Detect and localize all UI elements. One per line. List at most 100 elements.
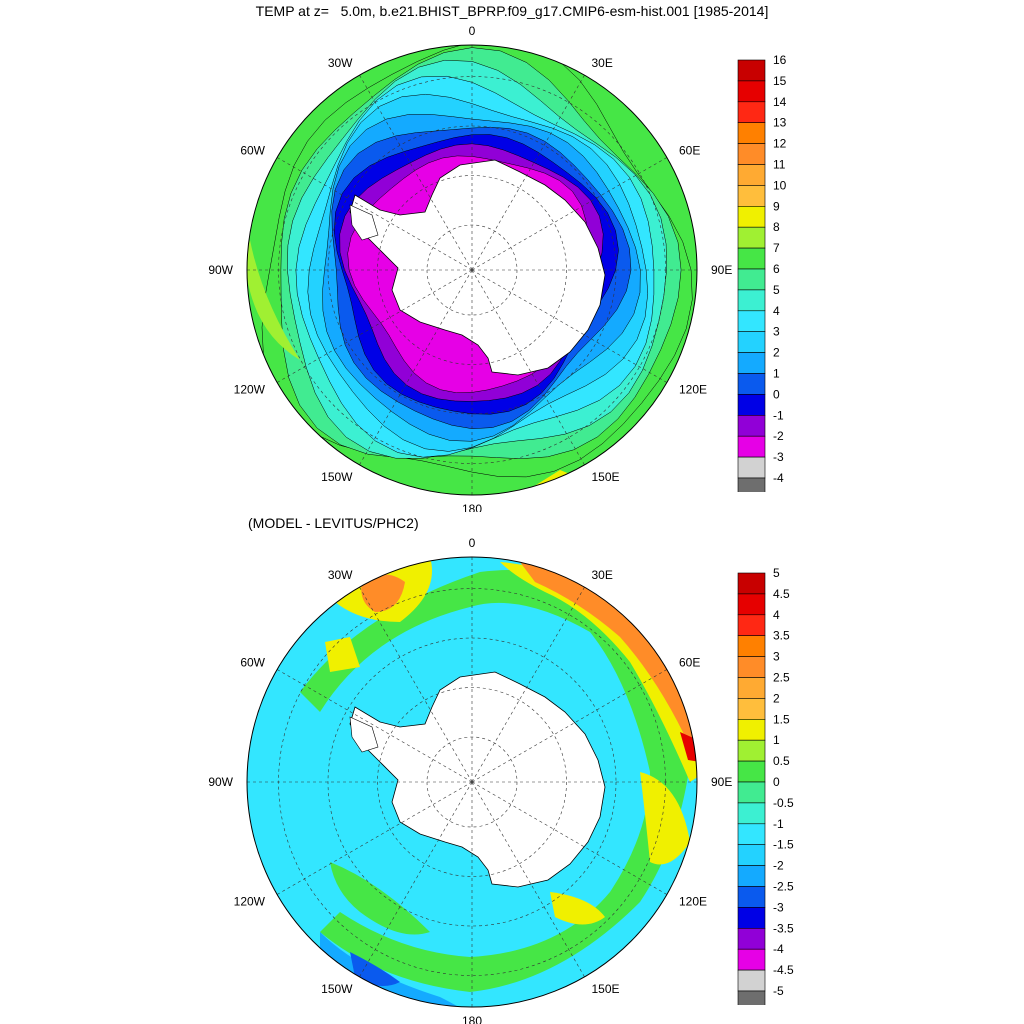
meridian-line: [276, 269, 473, 383]
longitude-label-60w: 60W: [240, 144, 265, 158]
top-graticule: [247, 45, 697, 495]
meridian-line: [276, 781, 473, 895]
colorbar-swatch: [737, 948, 766, 971]
longitude-label-30e: 30E: [592, 56, 613, 70]
colorbar-swatch: [737, 456, 766, 479]
colorbar-tick-label: 14: [773, 95, 787, 109]
colorbar-swatch: [737, 164, 766, 186]
colorbar-swatch: [737, 247, 766, 270]
colorbar-swatch: [737, 823, 766, 845]
colorbar-tick-label: -0.5: [773, 796, 794, 810]
colorbar-swatch: [737, 185, 766, 207]
colorbar-tick-label: -1: [773, 408, 784, 422]
bottom-warm-patch-west: [325, 637, 360, 672]
colorbar-tick-label: 2: [773, 691, 780, 705]
meridian-line: [471, 586, 585, 783]
colorbar-swatch: [737, 80, 766, 103]
colorbar-tick-label: -4: [773, 471, 784, 485]
colorbar-tick-label: 4: [773, 608, 780, 622]
longitude-label-150w: 150W: [321, 470, 353, 484]
longitude-label-60e: 60E: [679, 144, 700, 158]
colorbar-swatch: [737, 760, 766, 783]
colorbar-tick-label: 11: [773, 158, 786, 172]
colorbar-tick-label: -4.5: [773, 963, 794, 977]
latitude-circle: [377, 687, 567, 877]
colorbar-swatch: [737, 59, 766, 82]
colorbar-swatch: [737, 289, 766, 312]
bottom-map-border: [246, 556, 698, 1008]
meridian-line: [471, 781, 668, 895]
colorbar-swatch: [737, 844, 766, 866]
colorbar-swatch: [737, 268, 766, 291]
colorbar-tick-label: -2: [773, 859, 784, 873]
colorbar-tick-label: -1: [773, 817, 784, 831]
meridian-line: [276, 157, 473, 271]
latitude-circle: [377, 175, 567, 365]
longitude-label-90e: 90E: [711, 263, 732, 277]
colorbar-tick-label: 1: [773, 733, 780, 747]
top-warm-patch-west: [247, 240, 300, 360]
colorbar-swatch: [737, 373, 766, 395]
colorbar-tick-label: -5: [773, 984, 784, 998]
longitude-label-120e: 120E: [679, 895, 707, 909]
bottom-cold-core-southwest: [350, 952, 400, 986]
page-title: TEMP at z= 5.0m, b.e21.BHIST_BPRP.f09_g1…: [255, 3, 769, 19]
colorbar-swatch: [737, 886, 766, 908]
longitude-label-120w: 120W: [234, 383, 266, 397]
meridian-line: [359, 781, 473, 978]
colorbar-tick-label: 10: [773, 178, 787, 192]
colorbar-swatch: [737, 969, 766, 992]
colorbar-swatch: [737, 122, 766, 144]
longitude-label-30w: 30W: [328, 56, 353, 70]
colorbar-swatch: [737, 143, 766, 165]
colorbar-tick-label: 6: [773, 262, 780, 276]
colorbar-swatch: [737, 206, 766, 228]
colorbar-tick-label: 7: [773, 241, 780, 255]
colorbar-swatch: [737, 781, 766, 804]
colorbar-swatch: [737, 656, 766, 678]
colorbar-swatch: [737, 635, 766, 657]
top-longitude-labels: 0 30E 60E 90E 120E 150E 180 150W 120W 90W 60W 30W: [208, 24, 732, 512]
colorbar-swatch: [737, 719, 766, 741]
longitude-label-150e: 150E: [592, 470, 620, 484]
colorbar-tick-label: 13: [773, 116, 787, 130]
meridian-line: [471, 157, 668, 271]
colorbar-swatch: [737, 865, 766, 887]
longitude-label-180: 180: [462, 502, 482, 512]
colorbar-swatch: [737, 927, 766, 950]
longitude-label-60e: 60E: [679, 656, 700, 670]
colorbar-swatch: [737, 101, 766, 123]
meridian-line: [359, 74, 473, 271]
colorbar-tick-label: 2: [773, 346, 780, 360]
colorbar-tick-label: 0: [773, 775, 780, 789]
colorbar-swatch: [737, 907, 766, 929]
meridian-line: [359, 586, 473, 783]
meridian-line: [471, 669, 668, 783]
longitude-label-0: 0: [469, 536, 476, 550]
colorbar-swatch: [737, 739, 766, 762]
colorbar-swatch: [737, 435, 766, 458]
colorbar-swatch: [737, 414, 766, 437]
longitude-label-90w: 90W: [208, 263, 233, 277]
colorbar-tick-label: -3: [773, 900, 784, 914]
meridian-line: [471, 781, 585, 978]
colorbar-tick-label: 1.5: [773, 712, 790, 726]
colorbar-tick-label: 0: [773, 387, 780, 401]
meridian-line: [471, 74, 585, 271]
colorbar-swatch: [737, 614, 766, 636]
colorbar-swatch: [737, 572, 766, 595]
antarctica-landmass-bottom: [349, 671, 606, 888]
colorbar-tick-label: 9: [773, 199, 780, 213]
colorbar-swatch: [737, 331, 766, 353]
colorbar-tick-label: 12: [773, 137, 787, 151]
colorbar-tick-label: 5: [773, 566, 780, 580]
meridian-line: [471, 269, 585, 466]
antarctic-peninsula-bottom: [349, 716, 379, 753]
colorbar-tick-label: -2: [773, 429, 784, 443]
longitude-label-60w: 60W: [240, 656, 265, 670]
colorbar-swatch: [737, 310, 766, 332]
longitude-label-90e: 90E: [711, 775, 732, 789]
colorbar-swatch: [737, 394, 766, 416]
longitude-label-30e: 30E: [592, 568, 613, 582]
antarctic-peninsula-top: [349, 204, 379, 241]
